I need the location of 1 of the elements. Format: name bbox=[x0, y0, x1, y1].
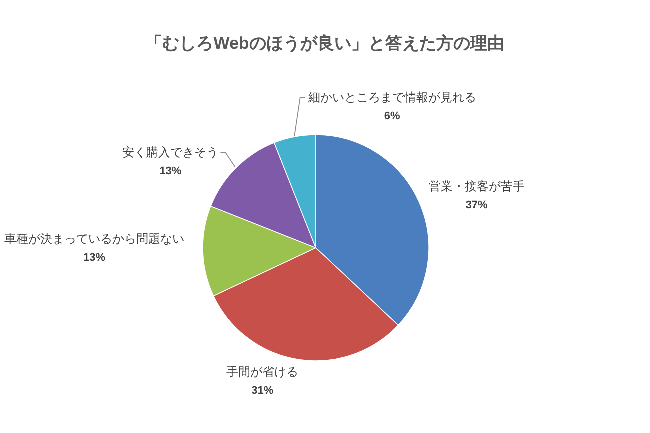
title: 「むしろWebのほうが良い」と答えた方の理由 bbox=[146, 34, 504, 53]
